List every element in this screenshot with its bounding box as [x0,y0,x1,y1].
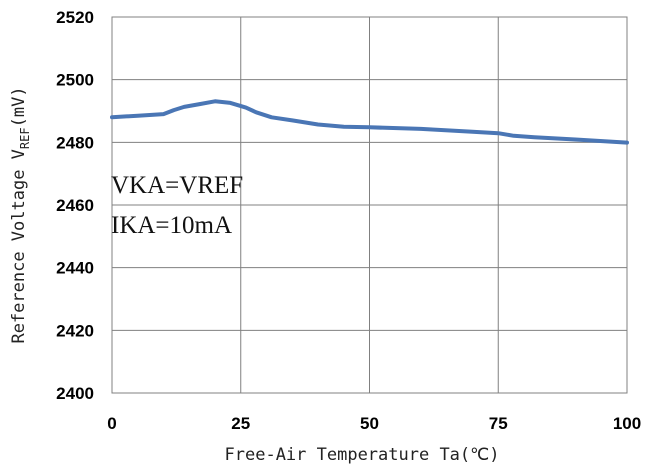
y-tick-labels: 2400 2420 2440 2460 2480 2500 2520 [56,8,94,403]
x-tick-label: 75 [489,414,508,433]
y-axis-label-main: Reference Voltage V [9,149,29,343]
y-tick-label: 2440 [56,259,94,278]
y-axis-label-unit: (mV) [9,86,29,127]
y-axis-label: Reference Voltage VREF(mV) [9,86,32,343]
y-tick-label: 2400 [56,384,94,403]
series-line [110,99,629,145]
plot-frame [111,16,628,394]
annotation-vka: VKA=VREF [111,172,243,199]
y-axis-label-subscript: REF [18,127,32,149]
y-tick-label: 2520 [56,8,94,27]
x-tick-labels: 0 25 50 75 100 [107,414,641,433]
grid [111,16,628,394]
y-tick-label: 2460 [56,196,94,215]
y-tick-label: 2480 [56,133,94,152]
x-tick-label: 50 [360,414,379,433]
x-tick-label: 25 [231,414,250,433]
annotation-ika: IKA=10mA [111,212,232,239]
series-layer [110,99,629,145]
x-axis-label: Free-Air Temperature Ta(℃) [225,445,500,465]
y-tick-label: 2420 [56,321,94,340]
y-tick-label: 2500 [56,71,94,90]
x-tick-label: 100 [613,414,641,433]
x-tick-label: 0 [107,414,116,433]
